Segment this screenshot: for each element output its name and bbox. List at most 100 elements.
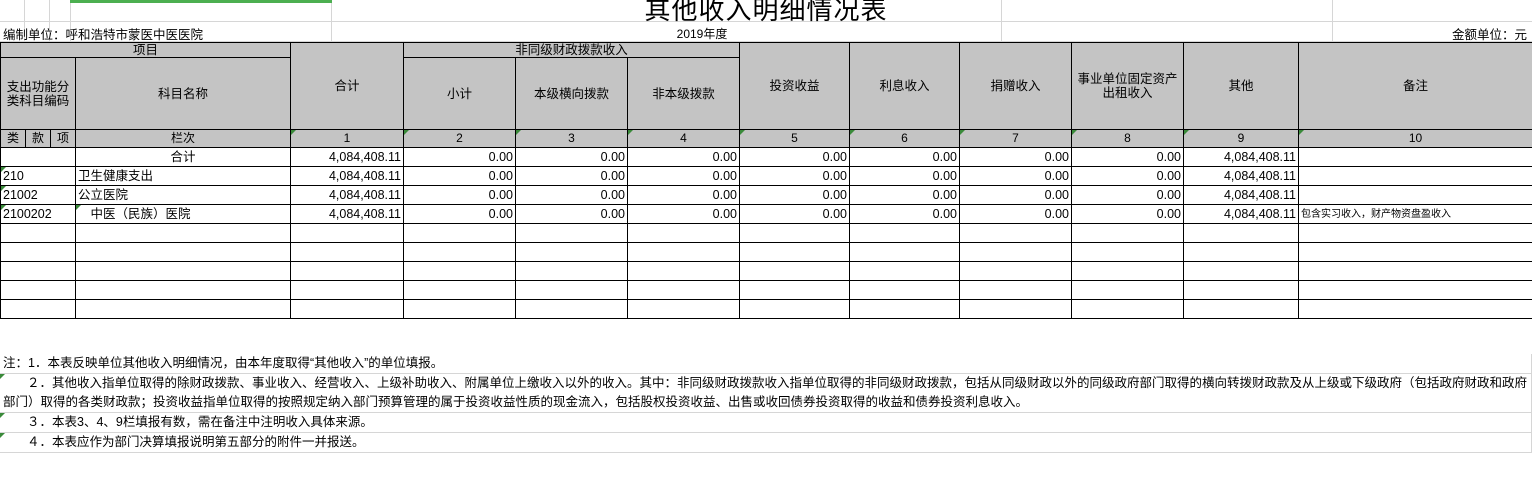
row-value-7 (959, 261, 1073, 282)
row-value-4 (627, 280, 741, 301)
row-value-3: 0.00 (515, 204, 629, 225)
row-value-6 (849, 242, 961, 263)
table-row[interactable] (0, 242, 1532, 263)
lane-number-9: 9 (1183, 129, 1300, 149)
header-sub-row: 支出功能分类科目编码 科目名称 小计 本级横向拨款 非本级拨款 (0, 57, 1532, 131)
row-value-6 (849, 223, 961, 244)
table-row[interactable]: 21002 公立医院 4,084,408.11 0.00 0.00 0.00 0… (0, 185, 1532, 206)
comment-marker-icon (1072, 130, 1078, 136)
footnote-2: ２．其他收入指单位取得的除财政拨款、事业收入、经营收入、上级补助收入、附属单位上… (0, 374, 1532, 413)
row-value-3 (515, 299, 629, 320)
footnotes: 注：1．本表反映单位其他收入明细情况，由本年度取得“其他收入”的单位填报。 ２．… (0, 354, 1532, 453)
row-value-9 (1183, 280, 1300, 301)
row-value-3 (515, 223, 629, 244)
row-value-5 (739, 280, 851, 301)
row-value-5: 0.00 (739, 204, 851, 225)
row-value-9 (1183, 223, 1300, 244)
fiscal-year-label: 2019年度 (676, 27, 728, 41)
comment-marker-icon (1, 186, 6, 192)
row-value-8 (1071, 223, 1185, 244)
lane-number-3: 3 (515, 129, 629, 149)
row-value-4: 0.00 (627, 166, 741, 187)
col-subtotal-header: 小计 (403, 57, 517, 131)
col-remark-header: 备注 (1298, 41, 1532, 131)
comment-marker-icon (1, 205, 6, 211)
table-row[interactable]: 合计 4,084,408.11 0.00 0.00 0.00 0.00 0.00… (0, 147, 1532, 168)
row-value-4 (627, 242, 741, 263)
lane-number-7: 7 (959, 129, 1073, 149)
row-value-2: 0.00 (403, 147, 517, 168)
info-row: 编制单位：呼和浩特市蒙医中医医院 2019年度 金额单位：元 (0, 22, 1532, 42)
row-value-8 (1071, 261, 1185, 282)
row-value-5 (739, 242, 851, 263)
row-remark (1298, 147, 1532, 168)
row-value-9 (1183, 261, 1300, 282)
amount-unit-label: 金额单位：元 (1451, 28, 1527, 42)
row-value-4 (627, 223, 741, 244)
row-name: 公立医院 (74, 185, 292, 206)
col-other-header: 其他 (1183, 41, 1300, 131)
row-value-1: 4,084,408.11 (290, 204, 405, 225)
comment-marker-icon (0, 374, 5, 379)
row-value-3: 0.00 (515, 166, 629, 187)
row-value-7: 0.00 (959, 185, 1073, 206)
row-value-6: 0.00 (849, 204, 961, 225)
row-value-8: 0.00 (1071, 185, 1185, 206)
row-name (74, 280, 292, 301)
row-value-6: 0.00 (849, 166, 961, 187)
row-value-2 (403, 223, 517, 244)
col-horizontal-header: 本级横向拨款 (515, 57, 629, 131)
row-value-6 (849, 261, 961, 282)
row-value-7: 0.00 (959, 204, 1073, 225)
row-remark (1298, 242, 1532, 263)
row-value-3 (515, 242, 629, 263)
col-code-header: 支出功能分类科目编码 (0, 57, 76, 131)
other-income-detail-table: 项目 合计 非同级财政拨款收入 投资收益 利息收入 捐赠收入 事业单位固定资产出… (0, 41, 1532, 320)
cell-selection-indicator (70, 0, 332, 3)
col-investment-header: 投资收益 (739, 41, 851, 131)
lane-number-1: 1 (290, 129, 405, 149)
row-value-5: 0.00 (739, 166, 851, 187)
row-value-8: 0.00 (1071, 204, 1185, 225)
row-name (74, 242, 292, 263)
row-value-1: 4,084,408.11 (290, 166, 405, 187)
row-value-8: 0.00 (1071, 166, 1185, 187)
table-row[interactable]: 2100202 中医（民族）医院 4,084,408.11 0.00 0.00 … (0, 204, 1532, 225)
row-value-8 (1071, 242, 1185, 263)
comment-marker-icon (960, 130, 966, 136)
row-value-9 (1183, 242, 1300, 263)
col-donation-header: 捐赠收入 (959, 41, 1073, 131)
row-value-9: 4,084,408.11 (1183, 147, 1300, 168)
table-row[interactable]: 210 卫生健康支出 4,084,408.11 0.00 0.00 0.00 0… (0, 166, 1532, 187)
row-code: 210 (0, 166, 76, 187)
lane-number-2: 2 (403, 129, 517, 149)
lane-row: 类 款 项 栏次 1 2 3 4 5 6 7 8 9 10 (0, 129, 1532, 149)
row-value-2 (403, 280, 517, 301)
table-row[interactable] (0, 299, 1532, 320)
table-row[interactable] (0, 223, 1532, 244)
group-non-same-level-header: 非同级财政拨款收入 (403, 41, 741, 59)
row-value-8 (1071, 280, 1185, 301)
row-remark: 包含实习收入，财产物资盘盈收入 (1298, 204, 1532, 225)
comment-marker-icon (1184, 130, 1190, 136)
row-remark (1298, 299, 1532, 320)
row-code (0, 223, 76, 244)
table-row[interactable] (0, 261, 1532, 282)
row-value-6 (849, 280, 961, 301)
row-code (0, 299, 76, 320)
row-remark (1298, 280, 1532, 301)
row-name: 中医（民族）医院 (74, 204, 292, 225)
row-name (74, 223, 292, 244)
row-value-7 (959, 242, 1073, 263)
col-asset-rent-header: 事业单位固定资产出租收入 (1071, 41, 1185, 131)
lane-number-4: 4 (627, 129, 741, 149)
row-code: 21002 (0, 185, 76, 206)
row-name (74, 299, 292, 320)
footnote-1: 注：1．本表反映单位其他收入明细情况，由本年度取得“其他收入”的单位填报。 (0, 354, 1532, 374)
row-value-1: 4,084,408.11 (290, 147, 405, 168)
table-row[interactable] (0, 280, 1532, 301)
row-remark (1298, 166, 1532, 187)
col-non-level-header: 非本级拨款 (627, 57, 741, 131)
row-value-5: 0.00 (739, 147, 851, 168)
row-value-3 (515, 280, 629, 301)
